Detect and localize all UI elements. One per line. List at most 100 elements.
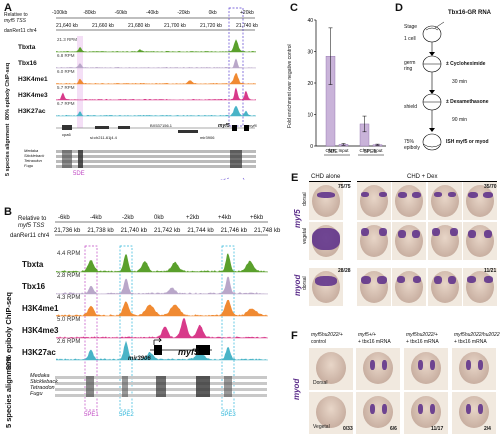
embryo-image — [357, 268, 391, 306]
group-label-5de: 5DE — [328, 149, 338, 155]
embryo-image — [404, 392, 448, 434]
embryo-image — [309, 348, 353, 390]
track-rpm: 6.0 RPM — [57, 69, 75, 74]
embryo-image — [392, 222, 426, 260]
group-label-5pe1: 5PE1 — [364, 149, 377, 155]
y-tick-label: 20 — [307, 81, 313, 87]
stage-epiboly: epiboly — [404, 145, 420, 151]
ruler-tick-label: 21,640 kb — [56, 23, 78, 29]
step-ish: ISH myf5 or myod — [446, 139, 489, 145]
track-rpm: 4.3 RPM — [57, 295, 81, 301]
gene-label-myf5: myf5 — [178, 347, 200, 357]
count-label: 28/28 — [338, 268, 351, 274]
stage-shield: shield — [404, 104, 418, 110]
ruler-tick-label: -80kb — [83, 10, 96, 16]
construct-label: Tbx16-GR RNA — [448, 10, 492, 16]
ruler-tick-label: 21,744 kb — [187, 228, 214, 234]
embryo-image — [452, 392, 496, 434]
ruler-tick-label: 21,748 kb — [254, 228, 281, 234]
embryo-image — [463, 268, 497, 306]
track-rpm: 6.7 RPM — [57, 101, 75, 106]
track-rpm: 5.7 RPM — [57, 85, 75, 90]
column-treatment: + tbx16 mRNA — [358, 339, 391, 345]
embryo-image — [428, 222, 462, 260]
column-genotype: myf5hu2022/hu2022 — [454, 332, 500, 338]
track-name: H3K4me1 — [22, 304, 59, 313]
stage-75: 75% — [404, 139, 415, 145]
error-bar — [328, 27, 333, 85]
view-dorsal-myod-e: dorsal — [302, 276, 308, 290]
gene-label: cpa6 — [62, 132, 71, 137]
element-label-5pe2: 5PE2 — [119, 412, 134, 418]
embryo-image — [309, 392, 353, 434]
track-rpm: 2.8 RPM — [57, 273, 81, 279]
column-genotype: myf5hu2022/+ — [311, 332, 343, 338]
stage-ring: ring — [404, 66, 413, 72]
alignment-label-b: 5 species alignment — [4, 356, 13, 428]
ruler-tick-label: 21,740 kb — [236, 23, 258, 29]
embryo-image — [357, 222, 391, 260]
panel-letter-a: A — [4, 2, 12, 14]
track-name: H3K4me3 — [22, 326, 59, 335]
x-tick-label: ChIP — [325, 148, 335, 153]
error-bar — [362, 115, 367, 133]
gene-label-myod-e: myod — [293, 274, 302, 296]
error-bar — [375, 143, 380, 146]
signal-track — [56, 276, 268, 294]
ruler-tick-label: 21,700 kb — [164, 23, 186, 29]
ruler-tick-label: -60kb — [114, 10, 128, 16]
relative-label-tss-b: myf5 TSS — [18, 223, 45, 229]
view-dorsal-e: dorsal — [302, 192, 308, 206]
gene-label: mir3906 — [200, 135, 215, 140]
ruler-tick-label: +2kb — [186, 215, 200, 221]
embryo-image — [463, 182, 497, 220]
gene-label: si:ch211-61j4.4 — [90, 135, 117, 140]
step-90min: 90 min — [452, 117, 468, 123]
gene-label-myod-f: myod — [292, 378, 301, 400]
embryo-image — [357, 182, 391, 220]
gene-label-myf5-e: myf5 — [293, 209, 302, 228]
embryo-image — [309, 222, 343, 260]
signal-track — [56, 39, 256, 52]
embryo-image — [428, 268, 462, 306]
col-header-chd-dex: CHD + Dex — [357, 173, 497, 182]
view-vegetal-e: vegetal — [302, 227, 308, 244]
column-treatment: + tbx16 mRNA — [454, 339, 487, 345]
column-treatment: control — [311, 339, 327, 345]
step-dexamethasone: ± Dexamethasone — [446, 99, 489, 105]
gene-label-myf5: myf5 — [218, 123, 230, 129]
element-label-5pe3: 5PE3 — [221, 412, 236, 418]
ruler-tick-label: +20kb — [240, 10, 254, 16]
embryo-image — [428, 182, 462, 220]
ruler-tick-label: 21,738 kb — [87, 228, 114, 234]
track-rpm: 2.6 RPM — [57, 339, 81, 345]
track-name: Tbxta — [22, 260, 44, 269]
count-label: 2/4 — [484, 426, 491, 432]
ruler-tick-label: 21,740 kb — [120, 228, 148, 234]
panel-letter-e: E — [291, 172, 299, 184]
embryo-image — [452, 348, 496, 390]
track-name: Tbxta — [18, 44, 36, 51]
timeline-schematic — [422, 21, 445, 151]
relative-label-b: Relative to — [18, 216, 47, 222]
track-name: H3K4me1 — [18, 76, 48, 83]
error-bar — [341, 143, 346, 146]
view-vegetal-f: Vegetal — [313, 424, 330, 430]
signal-track — [56, 253, 268, 272]
species-label: Stickleback — [30, 379, 58, 385]
track-name: H3K4me3 — [18, 92, 48, 99]
element-label-5pe1: 5PE1 — [84, 412, 99, 418]
relative-label: Relative to — [4, 12, 28, 18]
y-tick-label: 0 — [310, 144, 313, 150]
x-tick-label: ChIP — [359, 148, 369, 153]
chr-label-b: danRer11 chr4 — [10, 233, 50, 239]
ruler-tick-label: -20kb — [177, 10, 190, 16]
stage-germ: germ — [404, 60, 416, 66]
signal-track — [56, 87, 256, 100]
panel-letter-d: D — [395, 2, 403, 14]
ruler-tick-label: 21,660 kb — [92, 23, 114, 29]
embryo-image — [309, 182, 343, 220]
track-rpm: 5.0 RPM — [57, 317, 81, 323]
view-dorsal-f: Dorsal — [313, 380, 328, 386]
track-name: Tbx16 — [22, 282, 46, 291]
